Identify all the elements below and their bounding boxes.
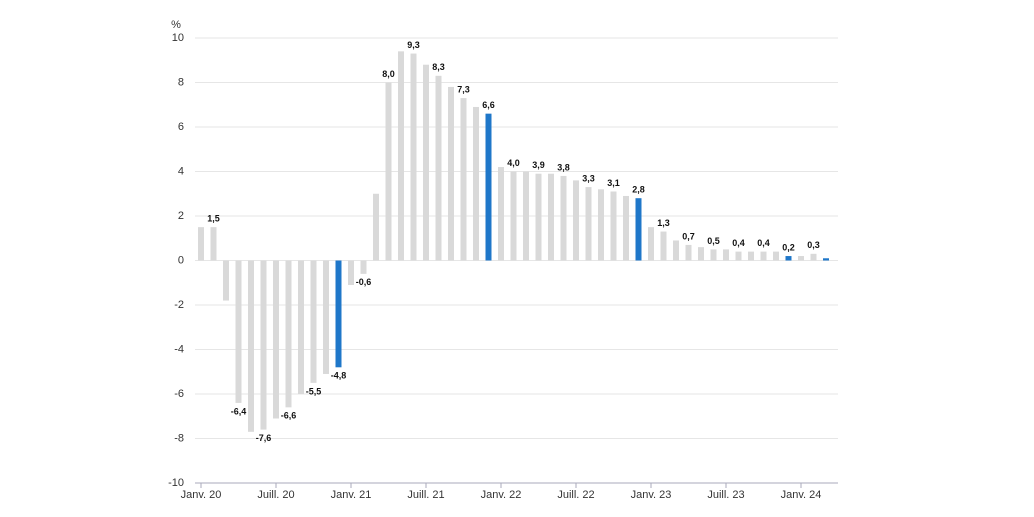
data-label: 2,8: [632, 185, 645, 195]
bar: [310, 260, 317, 383]
bar: [748, 251, 754, 261]
bar: [298, 260, 304, 394]
bar: [735, 251, 742, 261]
bar: [285, 260, 292, 408]
data-label: -0,6: [356, 277, 372, 287]
data-label: 0,7: [682, 231, 695, 241]
bar: [785, 256, 792, 261]
y-axis-unit: %: [171, 19, 181, 31]
data-label: 4,0: [507, 158, 520, 168]
bar: [660, 231, 667, 261]
bar: [798, 256, 804, 261]
bar: [348, 260, 354, 285]
bar: [460, 98, 467, 261]
bar: [610, 191, 617, 261]
bar: [673, 240, 679, 261]
bar: [810, 253, 817, 261]
data-label: 0,2: [782, 242, 795, 252]
x-tick-label: Juill. 23: [707, 489, 744, 501]
bar: [823, 258, 829, 261]
bar: [723, 249, 729, 261]
bar: [435, 75, 442, 261]
x-tick-label: Janv. 22: [481, 489, 522, 501]
data-label: 8,3: [432, 62, 445, 72]
bar: [335, 260, 342, 368]
bar: [535, 173, 542, 261]
bar: [773, 251, 779, 261]
data-label: -6,4: [231, 406, 247, 416]
bar: [198, 227, 204, 261]
bar: [585, 187, 592, 261]
bar: [510, 171, 517, 261]
x-tick-label: Janv. 20: [181, 489, 222, 501]
y-tick-label: 4: [178, 165, 184, 177]
data-label: 0,4: [757, 238, 770, 248]
y-tick-label: 10: [172, 32, 184, 44]
bar: [498, 167, 504, 261]
x-tick-label: Janv. 24: [781, 489, 822, 501]
y-tick-label: 8: [178, 76, 184, 88]
x-tick-label: Juill. 21: [407, 489, 444, 501]
data-label: 1,3: [657, 218, 670, 228]
data-label: 3,3: [582, 173, 595, 183]
data-label: -7,6: [256, 433, 272, 443]
y-tick-label: -4: [174, 343, 184, 355]
bar: [273, 260, 279, 419]
y-tick-label: -8: [174, 432, 184, 444]
y-tick-label: 0: [178, 254, 184, 266]
bar: [260, 260, 267, 430]
bar: [398, 51, 404, 261]
bar: [223, 260, 229, 301]
bar: [560, 175, 567, 261]
data-label: 0,5: [707, 236, 720, 246]
y-tick-label: -6: [174, 388, 184, 400]
data-label: -5,5: [306, 386, 322, 396]
bar: [760, 251, 767, 261]
data-label: 0,3: [807, 240, 820, 250]
data-label: 3,9: [532, 160, 545, 170]
bar: [635, 198, 642, 261]
data-label: 1,5: [207, 214, 220, 224]
bar: [385, 82, 392, 261]
data-label: 7,3: [457, 84, 470, 94]
data-label: 3,8: [557, 162, 570, 172]
bar: [485, 113, 492, 261]
y-tick-label: -10: [168, 477, 184, 489]
data-label: -4,8: [331, 371, 347, 381]
bar: [423, 64, 429, 261]
y-tick-label: 2: [178, 210, 184, 222]
bar: [323, 260, 329, 374]
bar: [548, 173, 554, 261]
bar: [685, 244, 692, 261]
bar: [523, 171, 529, 261]
x-tick-label: Janv. 23: [631, 489, 672, 501]
bar: [373, 193, 379, 261]
y-tick-label: -2: [174, 299, 184, 311]
bar: [648, 227, 654, 261]
data-label: 8,0: [382, 69, 395, 79]
x-tick-label: Janv. 21: [331, 489, 372, 501]
bar: [210, 227, 217, 261]
bar: [360, 260, 367, 274]
data-label: -6,6: [281, 411, 297, 421]
data-label: 3,1: [607, 178, 620, 188]
data-label: 6,6: [482, 100, 495, 110]
data-label: 9,3: [407, 40, 420, 50]
y-tick-label: 6: [178, 121, 184, 133]
bar: [698, 247, 704, 261]
bar: [410, 53, 417, 261]
bar: [448, 86, 454, 261]
x-tick-label: Juill. 20: [257, 489, 294, 501]
x-tick-label: Juill. 22: [557, 489, 594, 501]
bar: [710, 249, 717, 261]
bar: [235, 260, 242, 403]
bar: [473, 106, 479, 261]
bar: [573, 180, 579, 261]
bar: [598, 189, 604, 261]
data-label: 0,4: [732, 238, 745, 248]
bar: [623, 195, 629, 261]
bar: [248, 260, 254, 432]
